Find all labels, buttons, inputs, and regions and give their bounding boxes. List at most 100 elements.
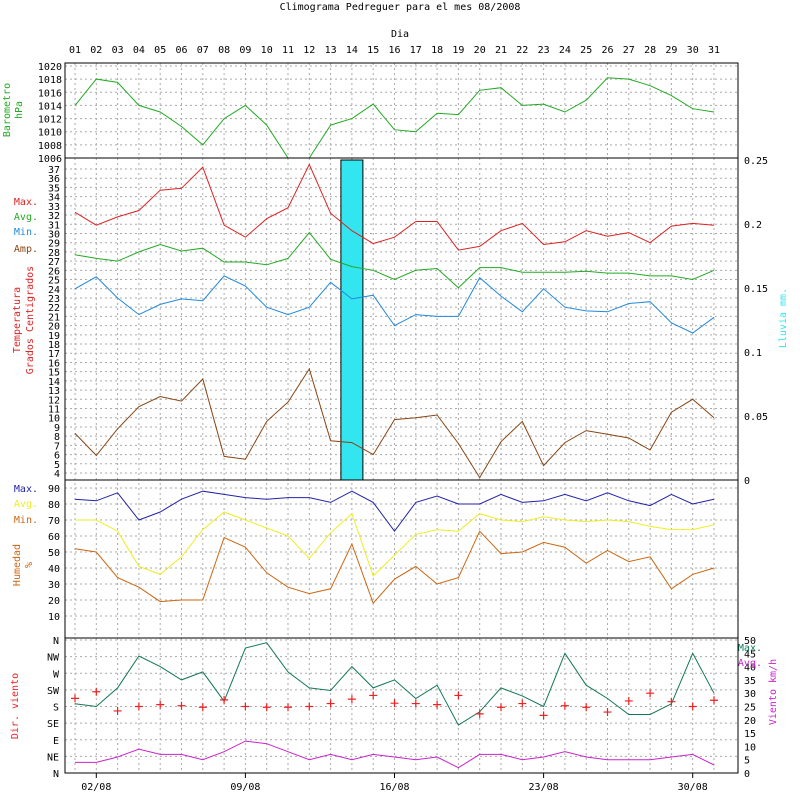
top-axis-label: Dia [391, 29, 409, 40]
temp-amp-line [74, 367, 715, 479]
wind-dir-marker [369, 691, 378, 700]
day-label: 16 [388, 45, 400, 56]
dir-tick-label: SW [47, 686, 60, 697]
temp-tick-label: 14 [48, 377, 60, 388]
temp-legend-avg: Avg. [14, 212, 38, 223]
temp-tick-label: 15 [48, 368, 60, 379]
rain-tick-label: 0.05 [744, 412, 768, 423]
wind-avg-line [75, 740, 715, 769]
temp-tick-label: 20 [48, 322, 60, 333]
dir-tick-label: N [53, 636, 59, 647]
wind-speed-axis-label: Viento km/h [768, 659, 779, 725]
hum-legend-min: Min. [14, 515, 38, 526]
wind-speed-tick-label: 35 [744, 676, 756, 687]
baro-tick-label: 1016 [38, 88, 62, 99]
wind-dir-marker [241, 702, 250, 711]
temp-legend-min: Min. [14, 227, 38, 238]
wind-speed-tick-label: 50 [744, 636, 756, 647]
hum-tick-label: 90 [48, 484, 60, 495]
temp-tick-label: 31 [48, 220, 60, 231]
day-label: 13 [325, 45, 337, 56]
hum-tick-label: 10 [48, 612, 60, 623]
temp-max-line [74, 163, 715, 251]
hum-tick-label: 60 [48, 532, 60, 543]
temp-tick-label: 28 [48, 248, 60, 259]
temp-legend-max: Max. [14, 197, 38, 208]
temp-tick-label: 13 [48, 386, 60, 397]
temp-min-line [74, 275, 715, 334]
temp-tick-label: 16 [48, 358, 60, 369]
wind-dir-marker [71, 694, 79, 703]
rain-tick-label: 0.2 [744, 220, 762, 231]
wind-dir-marker [134, 702, 143, 711]
temp-tick-label: 37 [48, 165, 60, 176]
temp-tick-label: 24 [48, 285, 60, 296]
temp-tick-label: 29 [48, 239, 60, 250]
dir-tick-label: SE [47, 719, 59, 730]
temp-tick-label: 6 [54, 451, 60, 462]
hum-max-line [74, 490, 715, 533]
wind-legend-avg: Avg. [738, 658, 762, 669]
wind-dir-marker [433, 700, 442, 709]
day-label: 23 [538, 45, 550, 56]
wind-speed-tick-label: 20 [744, 716, 756, 727]
baro-tick-label: 1020 [38, 62, 62, 73]
day-label: 17 [410, 45, 422, 56]
dir-tick-label: W [53, 669, 60, 680]
temp-tick-label: 30 [48, 229, 60, 240]
day-label: 04 [133, 45, 145, 56]
panel-frame [64, 62, 739, 159]
temp-tick-label: 36 [48, 174, 60, 185]
day-label: 09 [239, 45, 251, 56]
baro-tick-label: 1012 [38, 115, 62, 126]
wind-dir-marker [454, 691, 463, 700]
rain-bar [340, 159, 364, 481]
dir-tick-label: N [53, 769, 59, 780]
day-label: 24 [559, 45, 571, 56]
dir-tick-label: NW [47, 653, 60, 664]
baro-tick-label: 1006 [38, 154, 62, 165]
baro-axis-label: Barometro [2, 83, 13, 137]
temp-tick-label: 34 [48, 193, 60, 204]
day-label: 01 [69, 45, 81, 56]
wind-dir-marker [262, 703, 271, 712]
temp-tick-label: 22 [48, 303, 60, 314]
hum-tick-label: 30 [48, 580, 60, 591]
wind-dir-marker [497, 703, 505, 712]
wind-dir-marker [305, 702, 314, 711]
date-label: 16/08 [379, 782, 409, 793]
wind-dir-marker [582, 703, 591, 712]
wind-dir-marker [624, 696, 633, 705]
wind-dir-marker [347, 695, 356, 704]
temp-tick-label: 18 [48, 340, 60, 351]
day-label: 30 [687, 45, 699, 56]
chart-title: Climograma Pedreguer para el mes 08/2008 [280, 2, 521, 13]
day-label: 05 [154, 45, 166, 56]
wind-dir-marker [177, 701, 186, 710]
wind-speed-tick-label: 15 [744, 729, 756, 740]
date-label: 02/08 [81, 782, 111, 793]
temp-tick-label: 9 [54, 423, 60, 434]
wind-speed-tick-label: 10 [744, 742, 756, 753]
day-label: 14 [346, 45, 358, 56]
day-label: 31 [708, 45, 720, 56]
temp-tick-label: 4 [54, 469, 60, 480]
wind-dir-marker [284, 703, 292, 712]
wind-dir-marker [688, 702, 697, 711]
wind-dir-marker [667, 697, 676, 706]
day-label: 27 [623, 45, 635, 56]
temp-tick-label: 11 [48, 405, 60, 416]
day-label: 20 [474, 45, 486, 56]
wind-max-line [74, 642, 715, 726]
wind-dir-marker [539, 711, 548, 720]
hum-avg-line [75, 511, 715, 577]
dir-axis-label: Dir. viento [10, 673, 21, 739]
day-label: 08 [218, 45, 230, 56]
day-label: 03 [112, 45, 124, 56]
day-label: 19 [452, 45, 464, 56]
rain-tick-label: 0.1 [744, 348, 762, 359]
day-label: 12 [303, 45, 315, 56]
wind-dir-marker [92, 687, 101, 696]
day-label: 28 [644, 45, 656, 56]
